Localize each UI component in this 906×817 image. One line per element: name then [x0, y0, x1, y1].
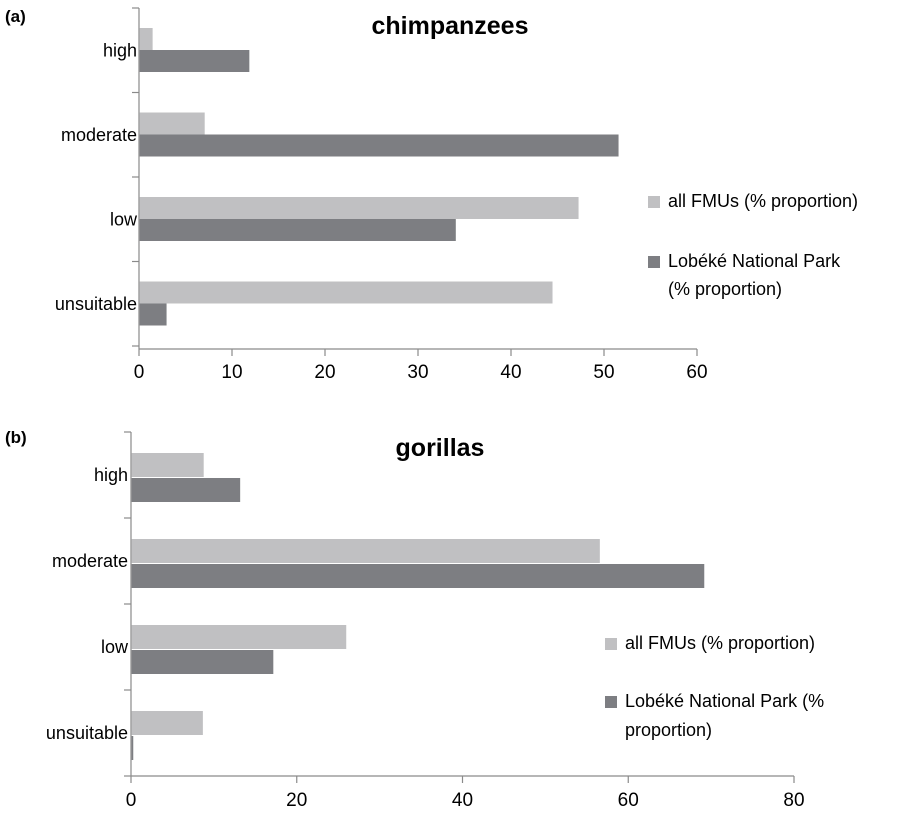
bar: [131, 539, 600, 563]
x-tick-label: 10: [221, 362, 242, 383]
x-tick-label: 20: [314, 362, 335, 383]
bar: [131, 650, 274, 674]
legend-label: all FMUs (% proportion): [625, 633, 815, 653]
category-label: unsuitable: [55, 294, 137, 314]
bar: [139, 28, 153, 50]
category-label: moderate: [61, 125, 137, 145]
bar: [139, 197, 579, 219]
chart-chimpanzees: (a) chimpanzees 0 10 20 30 40 50 60 high moderat…: [5, 7, 858, 383]
panel-label-a: (a): [5, 7, 26, 26]
panel-label-b: (b): [5, 428, 27, 447]
bar: [139, 134, 619, 157]
legend-label: Lobéké National Park: [668, 251, 841, 271]
legend-swatch: [605, 638, 617, 650]
bar: [139, 303, 167, 326]
bar: [139, 281, 553, 304]
legend-label: Lobéké National Park (%: [625, 691, 824, 711]
bar: [131, 736, 134, 760]
x-tick-label: 30: [407, 362, 428, 383]
x-tick-label: 0: [126, 790, 137, 811]
x-tick-label: 60: [618, 790, 639, 811]
legend-swatch: [648, 196, 660, 208]
bar: [131, 453, 204, 477]
chart-title-b: gorillas: [396, 434, 485, 462]
category-label: unsuitable: [46, 723, 128, 743]
x-tick-label: 40: [500, 362, 521, 383]
legend-label: proportion): [625, 720, 712, 740]
legend-swatch: [648, 256, 660, 268]
bar: [131, 564, 705, 588]
category-label: low: [101, 637, 129, 657]
legend-label: all FMUs (% proportion): [668, 191, 858, 211]
category-label: moderate: [52, 551, 128, 571]
x-tick-label: 50: [593, 362, 614, 383]
x-tick-label: 20: [286, 790, 307, 811]
x-tick-label: 40: [452, 790, 473, 811]
bar: [139, 219, 456, 241]
bar: [131, 478, 241, 502]
legend-swatch: [605, 696, 617, 708]
category-label: high: [94, 465, 128, 485]
category-label: high: [103, 40, 137, 60]
chart-title-a: chimpanzees: [371, 12, 528, 40]
bar: [139, 50, 250, 72]
chart-gorillas: (b) gorillas 0 20 40 60 80 high moderate low uns…: [5, 428, 824, 811]
bar: [131, 711, 203, 735]
bar: [139, 112, 205, 135]
bar: [131, 625, 347, 649]
legend-label: (% proportion): [668, 279, 782, 299]
category-label: low: [110, 209, 138, 229]
x-tick-label: 60: [686, 362, 707, 383]
x-tick-label: 0: [134, 362, 145, 383]
x-tick-label: 80: [783, 790, 804, 811]
